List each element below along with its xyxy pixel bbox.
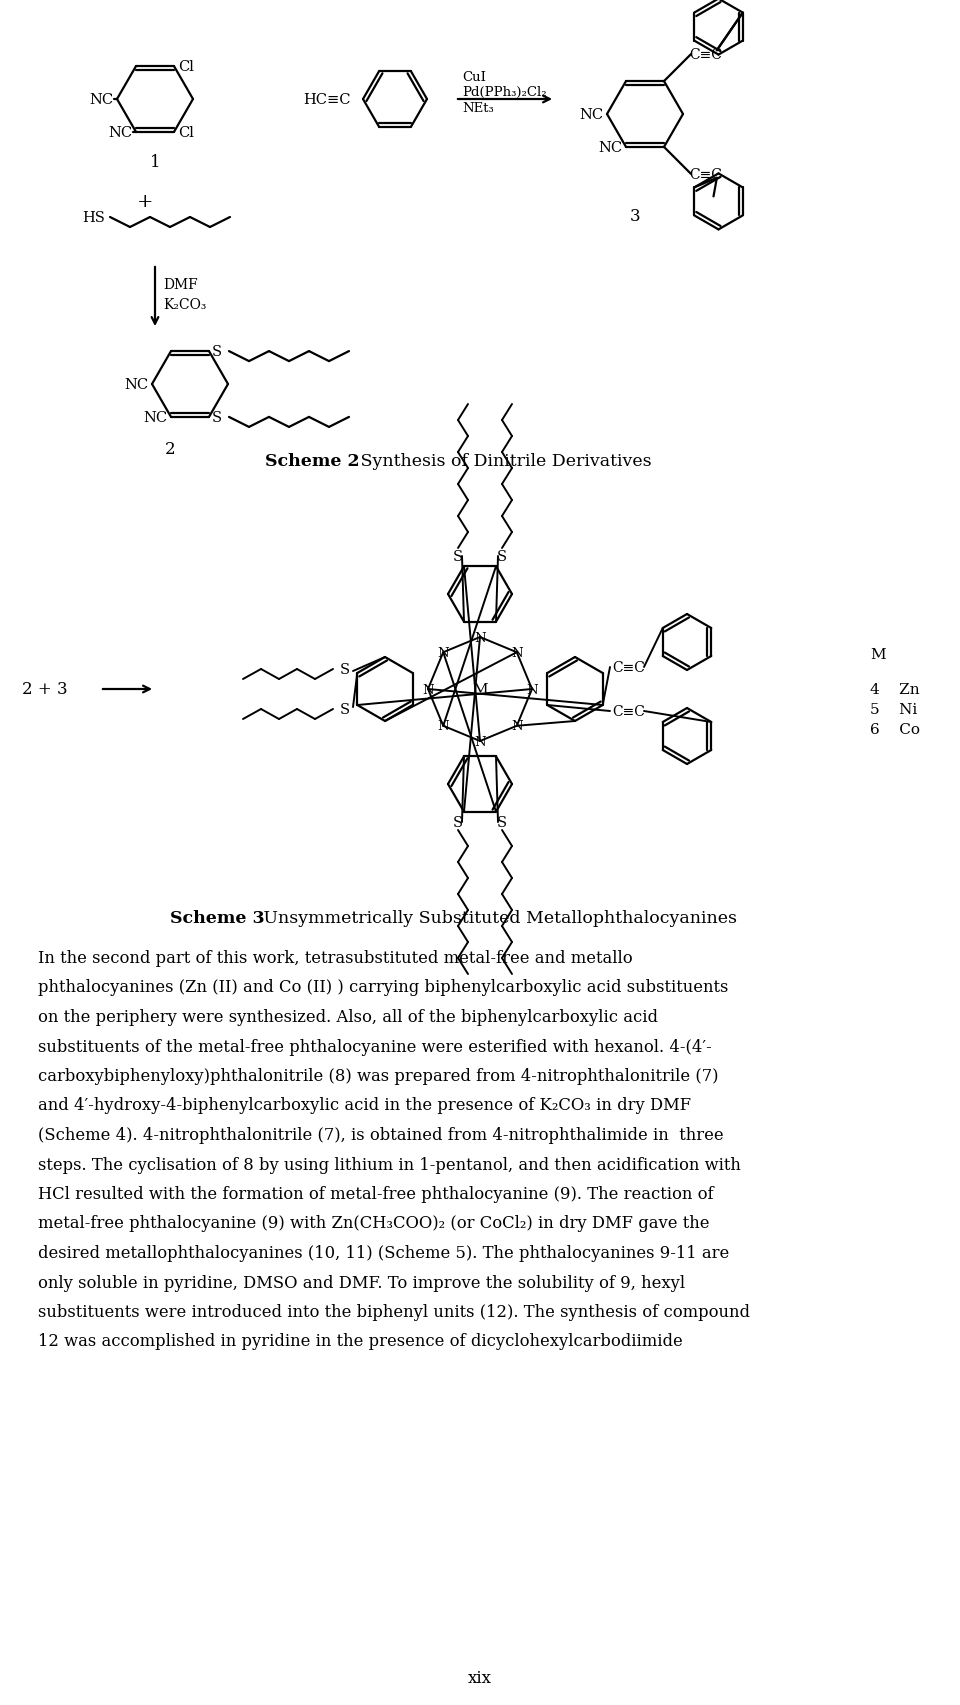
Text: substituents were introduced into the biphenyl units (12). The synthesis of comp: substituents were introduced into the bi… bbox=[38, 1303, 750, 1320]
Text: Cl: Cl bbox=[178, 60, 194, 73]
Text: Synthesis of Dinitrile Derivatives: Synthesis of Dinitrile Derivatives bbox=[355, 454, 652, 469]
Text: 1: 1 bbox=[150, 153, 160, 170]
Text: carboxybiphenyloxy)phthalonitrile (8) was prepared from 4-nitrophthalonitrile (7: carboxybiphenyloxy)phthalonitrile (8) wa… bbox=[38, 1067, 718, 1084]
Text: NC: NC bbox=[108, 126, 132, 140]
Text: N: N bbox=[511, 646, 522, 660]
Text: In the second part of this work, tetrasubstituted metal-free and metallo: In the second part of this work, tetrasu… bbox=[38, 950, 633, 967]
Text: (Scheme 4). 4-nitrophthalonitrile (7), is obtained from 4-nitrophthalimide in  t: (Scheme 4). 4-nitrophthalonitrile (7), i… bbox=[38, 1127, 724, 1144]
Text: Scheme 2: Scheme 2 bbox=[265, 454, 359, 469]
Text: HS: HS bbox=[82, 211, 105, 225]
Text: xix: xix bbox=[468, 1669, 492, 1686]
Text: 5    Ni: 5 Ni bbox=[870, 702, 917, 716]
Text: C≡C: C≡C bbox=[689, 48, 722, 61]
Text: S: S bbox=[497, 815, 507, 830]
Text: C≡C: C≡C bbox=[612, 660, 645, 675]
Text: S: S bbox=[453, 549, 463, 564]
Text: 2: 2 bbox=[165, 440, 176, 457]
Text: S: S bbox=[212, 411, 222, 425]
Text: N: N bbox=[438, 720, 449, 733]
Text: Cl: Cl bbox=[178, 126, 194, 140]
Text: substituents of the metal-free phthalocyanine were esterified with hexanol. 4-(4: substituents of the metal-free phthalocy… bbox=[38, 1038, 711, 1055]
Text: 4    Zn: 4 Zn bbox=[870, 682, 920, 697]
Text: N: N bbox=[511, 720, 522, 733]
Text: 2 + 3: 2 + 3 bbox=[22, 680, 67, 697]
Text: metal-free phthalocyanine (9) with Zn(CH₃COO)₂ (or CoCl₂) in dry DMF gave the: metal-free phthalocyanine (9) with Zn(CH… bbox=[38, 1214, 709, 1231]
Text: steps. The cyclisation of 8 by using lithium in 1-pentanol, and then acidificati: steps. The cyclisation of 8 by using lit… bbox=[38, 1156, 741, 1173]
Text: only soluble in pyridine, DMSO and DMF. To improve the solubility of 9, hexyl: only soluble in pyridine, DMSO and DMF. … bbox=[38, 1274, 685, 1291]
Text: N: N bbox=[438, 646, 449, 660]
Text: N: N bbox=[526, 684, 538, 696]
Text: phthalocyanines (Zn (II) and Co (II) ) carrying biphenylcarboxylic acid substitu: phthalocyanines (Zn (II) and Co (II) ) c… bbox=[38, 979, 729, 996]
Text: S: S bbox=[212, 344, 222, 358]
Text: N: N bbox=[422, 684, 434, 696]
Text: on the periphery were synthesized. Also, all of the biphenylcarboxylic acid: on the periphery were synthesized. Also,… bbox=[38, 1008, 658, 1025]
Text: NC: NC bbox=[579, 107, 603, 123]
Text: HC≡C: HC≡C bbox=[303, 94, 350, 107]
Text: S: S bbox=[497, 549, 507, 564]
Text: NEt₃: NEt₃ bbox=[462, 101, 493, 114]
Text: M: M bbox=[870, 648, 886, 662]
Text: desired metallophthalocyanines (10, 11) (Scheme 5). The phthalocyanines 9-11 are: desired metallophthalocyanines (10, 11) … bbox=[38, 1245, 730, 1262]
Text: NC: NC bbox=[598, 142, 622, 155]
Text: S: S bbox=[340, 702, 350, 716]
Text: M: M bbox=[472, 682, 488, 697]
Text: 6    Co: 6 Co bbox=[870, 723, 920, 737]
Text: S: S bbox=[453, 815, 463, 830]
Text: C≡C: C≡C bbox=[612, 704, 645, 718]
Text: K₂CO₃: K₂CO₃ bbox=[163, 298, 206, 312]
Text: 12 was accomplished in pyridine in the presence of dicyclohexylcarbodiimide: 12 was accomplished in pyridine in the p… bbox=[38, 1333, 683, 1350]
Text: and 4′-hydroxy-4-biphenylcarboxylic acid in the presence of K₂CO₃ in dry DMF: and 4′-hydroxy-4-biphenylcarboxylic acid… bbox=[38, 1096, 691, 1113]
Text: N: N bbox=[474, 735, 486, 748]
Text: C≡C: C≡C bbox=[689, 167, 722, 182]
Text: N: N bbox=[474, 631, 486, 644]
Text: Scheme 3: Scheme 3 bbox=[170, 909, 265, 926]
Text: HCl resulted with the formation of metal-free phthalocyanine (9). The reaction o: HCl resulted with the formation of metal… bbox=[38, 1185, 713, 1202]
Text: CuI: CuI bbox=[462, 70, 486, 84]
Text: +: + bbox=[136, 193, 154, 211]
Text: Pd(PPh₃)₂Cl₂: Pd(PPh₃)₂Cl₂ bbox=[462, 85, 546, 99]
Text: S: S bbox=[340, 663, 350, 677]
Text: Unsymmetrically Substituted Metallophthalocyanines: Unsymmetrically Substituted Metallophtha… bbox=[258, 909, 737, 926]
Text: 3: 3 bbox=[630, 208, 640, 225]
Text: NC: NC bbox=[143, 411, 167, 425]
Text: NC: NC bbox=[124, 379, 148, 392]
Text: NC: NC bbox=[89, 94, 113, 107]
Text: DMF: DMF bbox=[163, 278, 198, 292]
